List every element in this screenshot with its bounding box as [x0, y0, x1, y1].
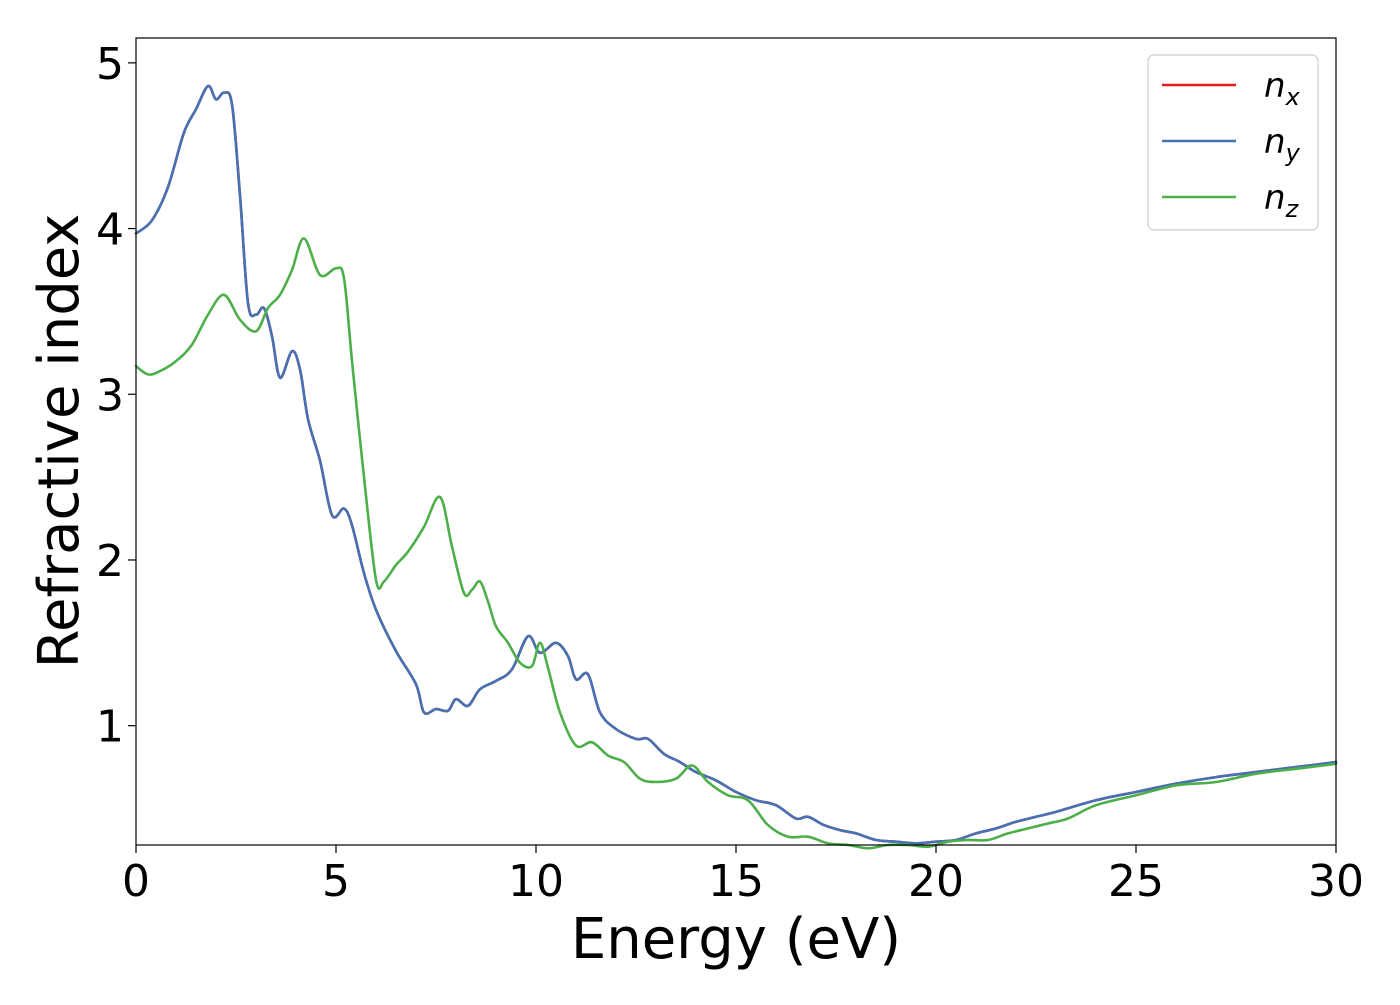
- legend-entry-z: nz: [1162, 178, 1300, 223]
- x-tick-label: 15: [708, 856, 764, 907]
- x-axis-title: Energy (eV): [571, 907, 901, 972]
- legend-label: nz: [1264, 178, 1300, 223]
- y-tick-label: 2: [96, 536, 124, 587]
- x-tick-label: 30: [1308, 856, 1364, 907]
- legend-entry-x: nx: [1162, 66, 1301, 111]
- legend: nx ny nz: [1147, 54, 1319, 231]
- series-layer: [134, 84, 1338, 850]
- y-tick-label: 5: [96, 39, 124, 90]
- x-tick-label: 25: [1108, 856, 1164, 907]
- legend-label: ny: [1264, 122, 1301, 167]
- y-axis: 1 2 3 4 5: [96, 39, 136, 753]
- y-axis-title: Refractive index: [27, 214, 92, 669]
- legend-entry-y: ny: [1162, 122, 1301, 167]
- x-axis: 0 5 10 15 20 25 30: [122, 845, 1364, 907]
- y-tick-label: 1: [96, 702, 124, 753]
- x-tick-label: 0: [122, 856, 150, 907]
- legend-label: nx: [1264, 66, 1301, 111]
- y-tick-label: 4: [96, 205, 124, 256]
- y-tick-label: 3: [96, 370, 124, 421]
- x-tick-label: 5: [322, 856, 350, 907]
- legend-box: [1147, 54, 1319, 231]
- series-line-z: [134, 237, 1338, 850]
- x-tick-label: 20: [908, 856, 964, 907]
- x-tick-label: 10: [508, 856, 564, 907]
